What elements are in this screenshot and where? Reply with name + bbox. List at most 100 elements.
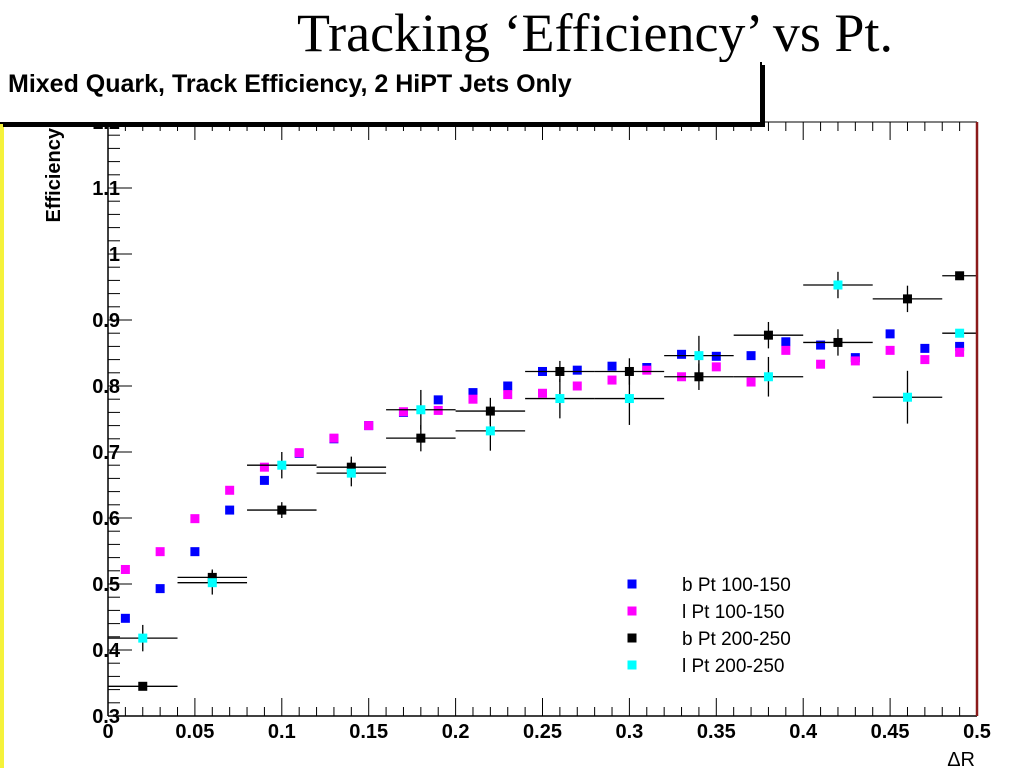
data-point bbox=[833, 337, 843, 347]
y-tick-label: 0.6 bbox=[92, 508, 120, 530]
data-point bbox=[572, 365, 582, 375]
x-tick-label: 0.1 bbox=[268, 721, 296, 743]
legend-label: l Pt 200-250 bbox=[682, 656, 784, 677]
x-tick-label: 0.05 bbox=[175, 721, 214, 743]
data-point bbox=[555, 394, 565, 404]
data-point bbox=[555, 366, 565, 376]
data-point bbox=[364, 421, 374, 431]
data-point bbox=[677, 349, 687, 359]
x-tick-label: 0.4 bbox=[789, 721, 818, 743]
data-point bbox=[155, 547, 165, 557]
data-point bbox=[920, 343, 930, 353]
data-point bbox=[572, 381, 582, 391]
data-point bbox=[503, 381, 513, 391]
series-2 bbox=[120, 345, 965, 574]
data-point bbox=[468, 388, 478, 398]
legend-item: b Pt 100-150 bbox=[627, 575, 791, 596]
data-point bbox=[138, 681, 148, 691]
y-tick-label: 0.8 bbox=[92, 376, 120, 398]
data-point bbox=[120, 564, 130, 574]
data-point bbox=[277, 460, 287, 470]
data-point bbox=[850, 356, 860, 366]
x-tick-label: 0 bbox=[102, 721, 113, 743]
data-point bbox=[120, 613, 130, 623]
x-axis-title: ΔR bbox=[947, 749, 975, 768]
y-tick-label: 0.4 bbox=[92, 640, 121, 662]
x-tick-label: 0.45 bbox=[871, 721, 910, 743]
legend-label: b Pt 100-150 bbox=[682, 575, 791, 596]
y-tick-label: 0.9 bbox=[92, 310, 120, 332]
slide-title: Tracking ‘Efficiency’ vs Pt. bbox=[297, 3, 893, 63]
x-tick-label: 0.5 bbox=[963, 721, 991, 743]
data-point bbox=[955, 347, 965, 357]
data-point bbox=[155, 584, 165, 594]
legend-marker bbox=[627, 606, 637, 616]
yellow-edge-strip bbox=[0, 124, 4, 768]
y-tick-label: 1.1 bbox=[92, 178, 120, 200]
data-point bbox=[433, 405, 443, 415]
data-point bbox=[833, 280, 843, 290]
data-point bbox=[607, 361, 617, 371]
x-tick-label: 0.3 bbox=[615, 721, 643, 743]
data-point bbox=[607, 375, 617, 385]
data-point bbox=[711, 351, 721, 361]
data-point bbox=[346, 468, 356, 478]
data-point bbox=[329, 433, 339, 443]
data-point bbox=[642, 365, 652, 375]
x-tick-label: 0.25 bbox=[523, 721, 562, 743]
data-point bbox=[398, 407, 408, 417]
data-point bbox=[816, 340, 826, 350]
data-point bbox=[694, 351, 704, 361]
plot-title-box: Mixed Quark, Track Efficiency, 2 HiPT Je… bbox=[0, 62, 762, 124]
data-point bbox=[763, 330, 773, 340]
data-point bbox=[694, 372, 704, 382]
x-tick-label: 0.15 bbox=[349, 721, 388, 743]
legend: b Pt 100-150 l Pt 100-150 b Pt 200-250 l Pt… bbox=[627, 575, 791, 677]
legend-item: l Pt 100-150 bbox=[627, 602, 784, 623]
data-point bbox=[955, 341, 965, 351]
y-tick-labels: 0.30.40.50.60.70.80.911.11.2 bbox=[92, 112, 121, 728]
data-point bbox=[259, 475, 269, 485]
data-point bbox=[259, 462, 269, 472]
data-point bbox=[763, 372, 773, 382]
data-point bbox=[433, 395, 443, 405]
data-point bbox=[624, 366, 634, 376]
data-point bbox=[225, 505, 235, 515]
data-point bbox=[190, 547, 200, 557]
data-point bbox=[920, 355, 930, 365]
legend-item: b Pt 200-250 bbox=[627, 629, 791, 650]
data-point bbox=[781, 345, 791, 355]
data-point bbox=[225, 485, 235, 495]
series-4 bbox=[108, 271, 977, 652]
data-point bbox=[468, 394, 478, 404]
y-tick-label: 0.3 bbox=[92, 706, 120, 728]
data-point bbox=[955, 328, 965, 338]
data-point bbox=[277, 505, 287, 515]
x-tick-label: 0.2 bbox=[442, 721, 470, 743]
data-point bbox=[885, 345, 895, 355]
data-point bbox=[955, 271, 965, 281]
data-point bbox=[746, 351, 756, 361]
legend-marker bbox=[627, 660, 637, 670]
data-point bbox=[711, 362, 721, 372]
plot-title: Mixed Quark, Track Efficiency, 2 HiPT Je… bbox=[8, 70, 572, 98]
y-tick-label: 0.5 bbox=[92, 574, 120, 596]
data-point bbox=[902, 294, 912, 304]
data-point bbox=[416, 433, 426, 443]
legend-label: l Pt 100-150 bbox=[682, 602, 784, 623]
data-point bbox=[624, 394, 634, 404]
data-point bbox=[885, 329, 895, 339]
plot-frame bbox=[107, 121, 979, 717]
y-axis-title: Efficiency bbox=[43, 127, 65, 222]
x-tick-labels: 0 0.05 0.1 0.15 0.2 0.25 0.3 0.35 0.4 0.45 0.5 bbox=[102, 721, 990, 743]
legend-item: l Pt 200-250 bbox=[627, 656, 784, 677]
series-3 bbox=[108, 271, 977, 691]
series-1 bbox=[120, 329, 965, 623]
data-point bbox=[746, 377, 756, 387]
data-point bbox=[816, 359, 826, 369]
x-tick-label: 0.35 bbox=[697, 721, 736, 743]
data-point bbox=[781, 337, 791, 347]
data-point bbox=[207, 578, 217, 588]
legend-marker bbox=[627, 633, 637, 643]
